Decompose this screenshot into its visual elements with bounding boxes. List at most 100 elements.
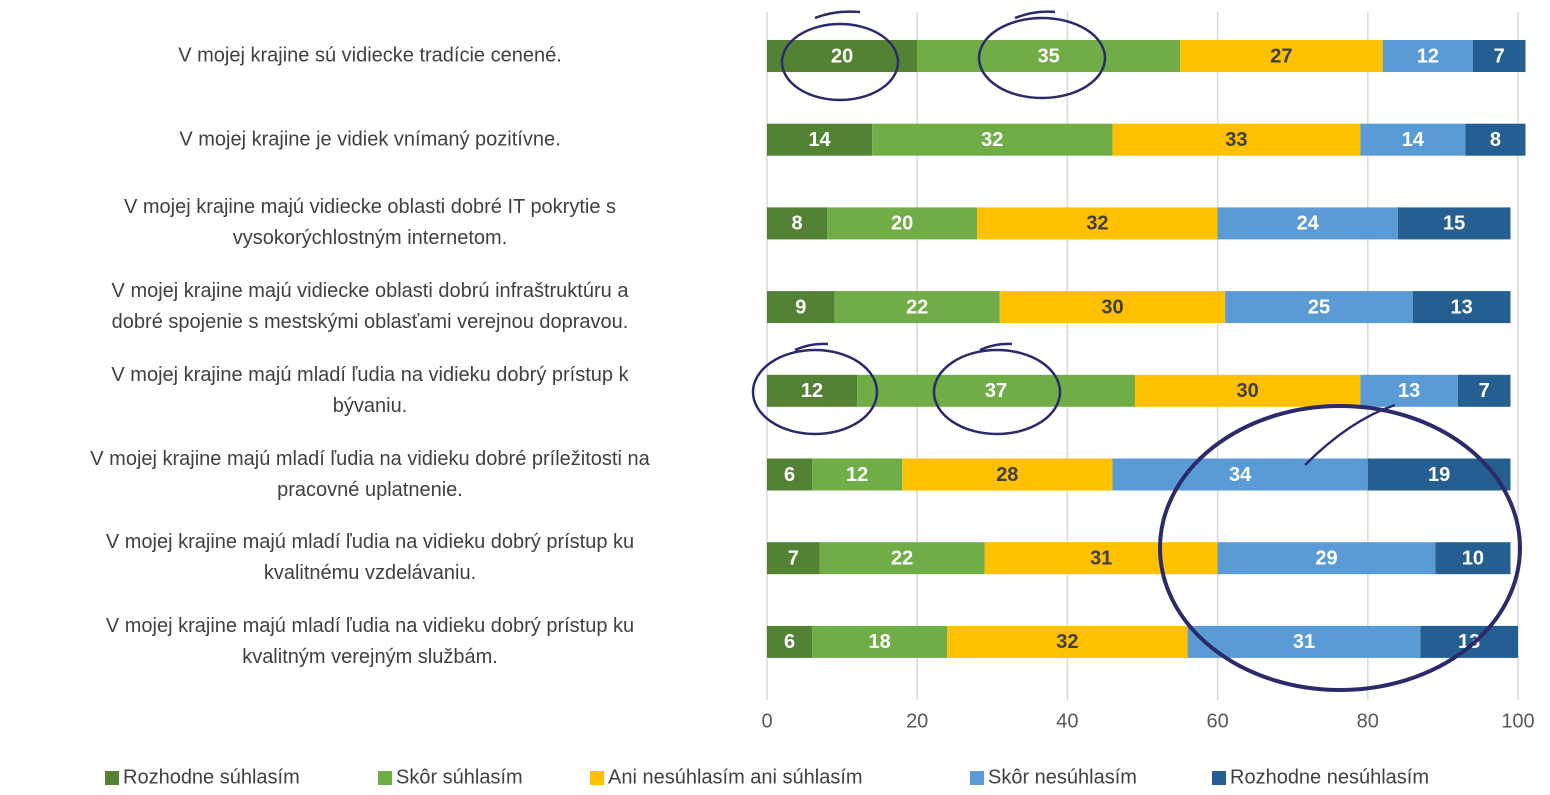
data-label: 14: [1402, 129, 1425, 151]
data-label: 12: [801, 380, 823, 402]
bar-segment: [812, 625, 948, 658]
data-label: 27: [1270, 45, 1292, 67]
bar-segment: [947, 625, 1188, 658]
category-label: V mojej krajine majú mladí ľudia na vidi…: [105, 614, 635, 668]
legend-swatch: [378, 771, 392, 785]
data-label: 12: [846, 464, 868, 486]
data-label: 6: [784, 464, 795, 486]
data-label: 33: [1225, 129, 1247, 151]
bar-segment: [1465, 123, 1526, 156]
legend-swatch: [970, 771, 984, 785]
bar-segment: [812, 458, 903, 491]
bar-segment: [1112, 458, 1368, 491]
legend-label: Skôr súhlasím: [396, 766, 523, 788]
x-tick-label: 20: [906, 710, 928, 732]
annotation-circle: [977, 16, 1107, 100]
bar-segment: [984, 542, 1218, 575]
bar-segment: [1457, 374, 1511, 407]
data-label: 30: [1237, 380, 1259, 402]
data-label: 20: [891, 213, 913, 235]
annotation-stroke: [794, 10, 1396, 466]
legend-label: Rozhodne nesúhlasím: [1230, 766, 1429, 788]
x-tick-label: 40: [1056, 710, 1078, 732]
category-label: V mojej krajine sú vidiecke tradície cen…: [178, 44, 562, 67]
bar-segment: [834, 291, 1000, 324]
bar-segment: [819, 542, 985, 575]
bar-segment: [1360, 374, 1458, 407]
data-label: 31: [1090, 547, 1112, 569]
category-label: V mojej krajine majú mladí ľudia na vidi…: [111, 363, 629, 417]
bar-segment: [1397, 207, 1511, 240]
category-label: V mojej krajine majú mladí ľudia na vidi…: [105, 531, 635, 585]
data-label: 31: [1293, 631, 1315, 653]
bar-segment: [767, 207, 828, 240]
data-label: 24: [1297, 213, 1320, 235]
bar-segment: [827, 207, 978, 240]
category-label: V mojej krajine je vidiek vnímaný pozití…: [179, 128, 561, 151]
data-label: 13: [1451, 296, 1473, 318]
bar-segment: [1382, 40, 1473, 72]
bar-segment: [917, 40, 1181, 72]
category-label: V mojej krajine majú vidiecke oblasti do…: [123, 196, 617, 250]
legend-swatch: [1212, 771, 1226, 785]
x-tick-label: 60: [1206, 710, 1228, 732]
bar-segment: [1472, 40, 1526, 72]
annotations: [751, 10, 1522, 692]
data-label: 15: [1443, 213, 1465, 235]
bar-segment: [999, 291, 1226, 324]
data-label: 6: [784, 631, 795, 653]
data-label: 20: [831, 45, 853, 67]
legend-label: Rozhodne súhlasím: [123, 766, 300, 788]
data-label: 35: [1038, 45, 1060, 67]
data-label: 8: [791, 213, 802, 235]
bar-segment: [1112, 123, 1361, 156]
bar-segment: [1420, 625, 1518, 658]
data-label: 25: [1308, 296, 1330, 318]
legend-swatch: [590, 771, 604, 785]
bar-segment: [1180, 40, 1383, 72]
bar-segment: [1134, 374, 1361, 407]
annotation-circle: [751, 348, 879, 436]
annotation-circle: [780, 22, 900, 102]
data-label: 13: [1458, 631, 1480, 653]
category-label: V mojej krajine majú mladí ľudia na vidi…: [90, 447, 650, 501]
data-label: 14: [808, 129, 831, 151]
legend-label: Ani nesúhlasím ani súhlasím: [608, 766, 863, 788]
bar-segment: [767, 458, 813, 491]
data-label: 7: [1494, 45, 1505, 67]
bar-segment: [767, 625, 813, 658]
data-label: 7: [1479, 380, 1490, 402]
bar-segment: [902, 458, 1113, 491]
bar-segment: [767, 374, 858, 407]
bar-segment: [1360, 123, 1466, 156]
x-tick-label: 0: [761, 710, 772, 732]
bar-segment: [1435, 542, 1511, 575]
bar-segment: [1217, 207, 1398, 240]
data-label: 13: [1398, 380, 1420, 402]
data-label: 32: [981, 129, 1003, 151]
legend-label: Skôr nesúhlasím: [988, 766, 1137, 788]
bar-segment: [872, 123, 1113, 156]
data-label: 9: [795, 296, 806, 318]
data-label: 29: [1315, 547, 1337, 569]
x-tick-label: 80: [1357, 710, 1379, 732]
category-label: V mojej krajine majú vidiecke oblasti do…: [111, 280, 629, 334]
data-label: 32: [1086, 213, 1108, 235]
bar-segment: [977, 207, 1218, 240]
data-label: 32: [1056, 631, 1078, 653]
x-tick-label: 100: [1501, 710, 1534, 732]
data-label: 10: [1462, 547, 1484, 569]
data-label: 22: [891, 547, 913, 569]
data-label: 28: [996, 464, 1018, 486]
data-label: 18: [869, 631, 891, 653]
bar-segment: [1187, 625, 1421, 658]
bar-segment: [1217, 542, 1436, 575]
bar-segment: [857, 374, 1135, 407]
data-label: 19: [1428, 464, 1450, 486]
bar-segment: [1225, 291, 1413, 324]
data-label: 12: [1417, 45, 1439, 67]
annotation-circle: [932, 348, 1062, 436]
legend-swatch: [105, 771, 119, 785]
annotation-circle: [1158, 404, 1522, 692]
